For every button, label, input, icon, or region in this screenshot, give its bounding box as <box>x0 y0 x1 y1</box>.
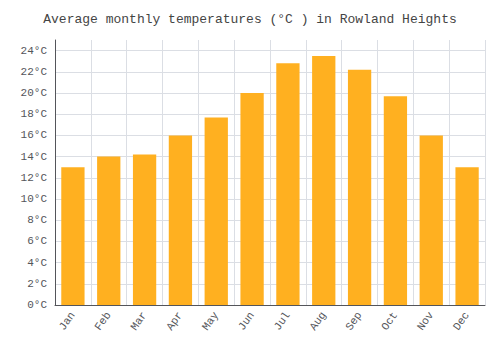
svg-text:10°C: 10°C <box>21 193 48 205</box>
svg-text:20°C: 20°C <box>21 87 48 99</box>
svg-text:Apr: Apr <box>164 310 185 333</box>
svg-text:18°C: 18°C <box>21 108 48 120</box>
svg-text:4°C: 4°C <box>27 257 47 269</box>
svg-text:6°C: 6°C <box>27 235 47 247</box>
svg-text:22°C: 22°C <box>21 66 48 78</box>
svg-text:8°C: 8°C <box>27 214 47 226</box>
svg-text:Sep: Sep <box>343 310 364 333</box>
svg-text:Average monthly temperatures (: Average monthly temperatures (°C ) in Ro… <box>43 12 456 27</box>
svg-text:0°C: 0°C <box>27 299 47 311</box>
svg-text:16°C: 16°C <box>21 129 48 141</box>
svg-text:14°C: 14°C <box>21 151 48 163</box>
svg-text:Nov: Nov <box>415 309 436 332</box>
svg-text:Jul: Jul <box>272 310 293 333</box>
svg-text:Feb: Feb <box>92 310 113 333</box>
svg-text:Jan: Jan <box>57 310 78 333</box>
svg-text:Dec: Dec <box>451 310 472 333</box>
svg-text:Oct: Oct <box>379 310 400 333</box>
svg-text:2°C: 2°C <box>27 278 47 290</box>
svg-text:Mar: Mar <box>128 310 149 333</box>
svg-text:Jun: Jun <box>236 310 257 333</box>
svg-text:12°C: 12°C <box>21 172 48 184</box>
svg-text:24°C: 24°C <box>21 45 48 57</box>
svg-text:Aug: Aug <box>307 310 328 333</box>
svg-text:May: May <box>200 309 221 332</box>
